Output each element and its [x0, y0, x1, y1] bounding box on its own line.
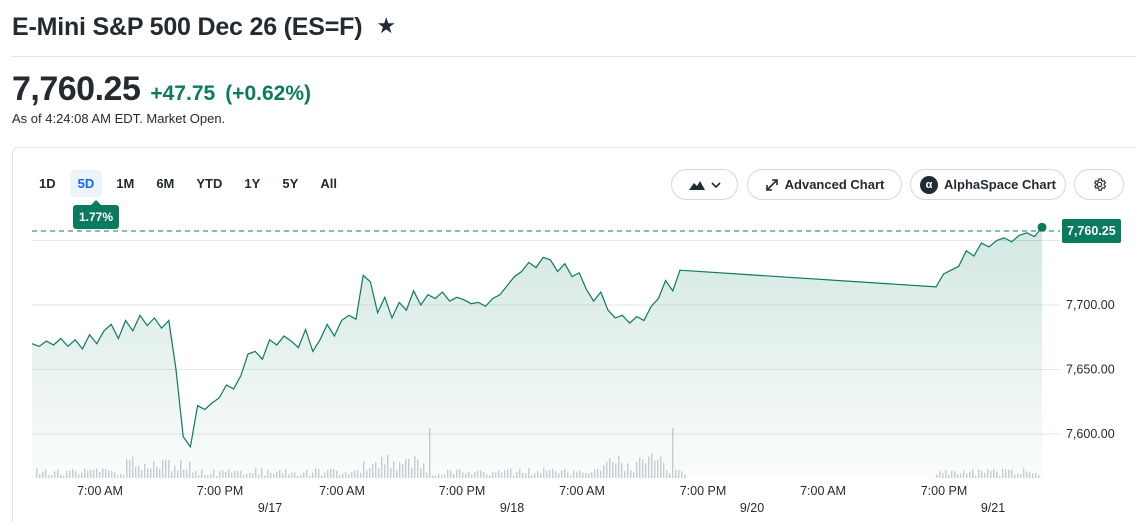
star-icon[interactable]: ★: [376, 13, 397, 38]
price-change-percent: (+0.62%): [225, 82, 311, 105]
range-tabs: 1D 5D 1M 6M YTD 1Y 5Y All: [31, 170, 345, 197]
x-date-label: 9/20: [740, 501, 764, 515]
last-price-dot: [1037, 222, 1047, 232]
chevron-down-icon: [710, 181, 721, 188]
range-tab-1y[interactable]: 1Y: [244, 176, 261, 191]
current-price-tag: 7,760.25: [1062, 219, 1121, 243]
header-divider: [12, 56, 1137, 57]
advanced-chart-label: Advanced Chart: [784, 177, 885, 192]
range-tab-1m[interactable]: 1M: [116, 176, 135, 191]
range-tab-1d[interactable]: 1D: [39, 176, 56, 191]
quote-row: 7,760.25 +47.75 (+0.62%): [12, 70, 311, 109]
x-date-label: 9/21: [981, 501, 1005, 515]
x-date-label: 9/17: [258, 501, 282, 515]
price-line: [31, 226, 1043, 449]
price-area-fill: [32, 227, 1042, 478]
chart-type-button[interactable]: [671, 169, 738, 200]
x-time-label: 7:00 PM: [921, 484, 968, 498]
period-change-badge: 1.77%: [73, 200, 120, 229]
settings-button[interactable]: [1074, 169, 1124, 200]
range-tab-ytd[interactable]: YTD: [196, 176, 223, 191]
title-row: E-Mini S&P 500 Dec 26 (ES=F) ★: [12, 10, 396, 44]
chart-card: [12, 147, 1137, 522]
page-title: E-Mini S&P 500 Dec 26 (ES=F): [12, 12, 363, 41]
y-tick-label: 7,600.00: [1066, 427, 1115, 441]
x-date-label: 9/18: [500, 501, 524, 515]
x-time-label: 7:00 AM: [800, 484, 846, 498]
mountain-chart-icon: [688, 180, 705, 190]
expand-arrow-icon: [765, 178, 778, 191]
x-time-label: 7:00 AM: [559, 484, 605, 498]
range-tab-6m[interactable]: 6M: [156, 176, 175, 191]
alphaspace-chart-button[interactable]: α AlphaSpace Chart: [910, 169, 1066, 200]
y-tick-label: 7,700.00: [1066, 298, 1115, 312]
current-price: 7,760.25: [12, 70, 141, 108]
price-change: +47.75: [150, 82, 216, 105]
x-time-label: 7:00 AM: [319, 484, 365, 498]
gear-icon: [1093, 178, 1106, 191]
y-axis: 7,600.00 7,650.00 7,700.00: [1066, 298, 1115, 441]
advanced-chart-button[interactable]: Advanced Chart: [747, 169, 902, 200]
x-axis: 7:00 AM 7:00 PM 7:00 AM 7:00 PM 7:00 AM 7:00 …: [77, 484, 1005, 515]
x-time-label: 7:00 PM: [197, 484, 244, 498]
x-time-label: 7:00 PM: [439, 484, 486, 498]
quote-timestamp: As of 4:24:08 AM EDT. Market Open.: [12, 111, 226, 126]
alpha-logo-icon: α: [920, 175, 938, 194]
range-tab-all[interactable]: All: [320, 176, 337, 191]
x-time-label: 7:00 PM: [680, 484, 727, 498]
x-time-label: 7:00 AM: [77, 484, 123, 498]
y-tick-label: 7,650.00: [1066, 363, 1115, 377]
range-tab-5d[interactable]: 5D: [69, 170, 103, 197]
range-tab-5y[interactable]: 5Y: [282, 176, 299, 191]
alphaspace-chart-label: AlphaSpace Chart: [944, 177, 1056, 192]
